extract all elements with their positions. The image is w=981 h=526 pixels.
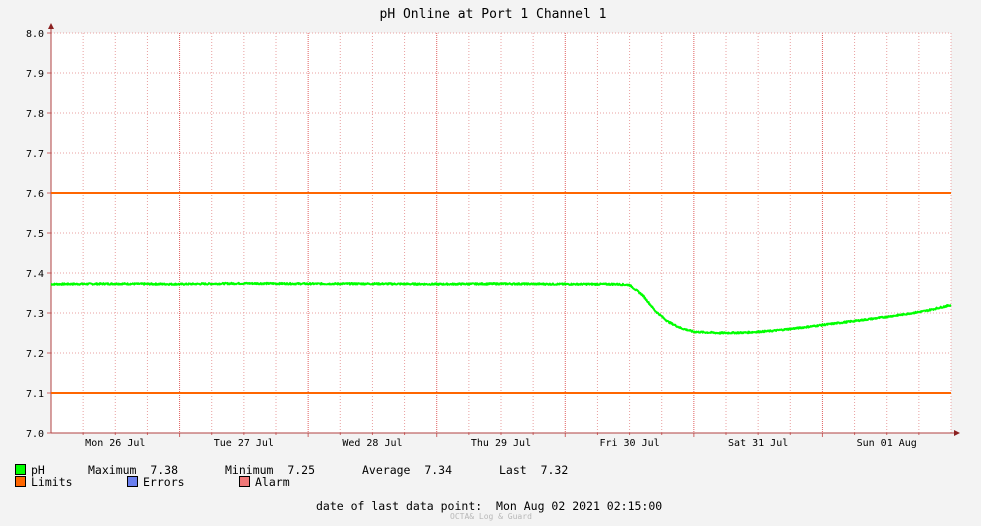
- y-tick-label: 7.3: [26, 309, 44, 320]
- stat-maximum: Maximum 7.38: [88, 463, 178, 477]
- x-tick-label: Wed 28 Jul: [342, 438, 402, 449]
- min-value: 7.25: [287, 463, 316, 477]
- ph-label: pH: [31, 463, 45, 477]
- x-tick-label: Mon 26 Jul: [85, 438, 145, 449]
- min-label: Minimum: [225, 463, 274, 477]
- x-tick-label: Fri 30 Jul: [599, 438, 659, 449]
- avg-label: Average: [362, 463, 411, 477]
- legend-row-limits: Limits: [15, 475, 73, 489]
- y-tick-label: 7.8: [26, 109, 44, 120]
- chart-title: pH Online at Port 1 Channel 1: [380, 7, 607, 22]
- y-tick-label: 7.9: [26, 69, 44, 80]
- y-tick-label: 7.4: [26, 269, 44, 280]
- last-point-label: date of last data point:: [316, 499, 483, 513]
- max-value: 7.38: [150, 463, 179, 477]
- ph-swatch: [15, 464, 26, 475]
- watermark: OCTA& Log & Guard: [450, 512, 532, 521]
- last-data-point: date of last data point: Mon Aug 02 2021…: [316, 499, 662, 513]
- y-tick-label: 7.2: [26, 349, 44, 360]
- avg-value: 7.34: [424, 463, 453, 477]
- legend-row-errors: Errors: [127, 475, 185, 489]
- y-axis-arrow: [48, 23, 54, 29]
- limits-swatch: [15, 476, 26, 487]
- last-value: 7.32: [540, 463, 569, 477]
- y-tick-label: 8.0: [26, 29, 44, 40]
- stat-minimum: Minimum 7.25: [225, 463, 315, 477]
- last-label: Last: [499, 463, 527, 477]
- x-tick-label: Sun 01 Aug: [857, 438, 917, 449]
- y-tick-label: 7.7: [26, 149, 44, 160]
- max-label: Maximum: [88, 463, 137, 477]
- stat-last: Last 7.32: [499, 463, 568, 477]
- y-tick-label: 7.0: [26, 429, 44, 440]
- limits-label: Limits: [31, 475, 73, 489]
- errors-swatch: [127, 476, 138, 487]
- y-tick-label: 7.1: [26, 389, 44, 400]
- last-point-value: Mon Aug 02 2021 02:15:00: [496, 499, 663, 513]
- stat-average: Average 7.34: [362, 463, 452, 477]
- x-axis-arrow: [954, 430, 960, 436]
- errors-label: Errors: [143, 475, 185, 489]
- series-line-ph: [50, 281, 952, 335]
- alarm-swatch: [239, 476, 250, 487]
- legend-row-alarm: Alarm: [239, 475, 290, 489]
- x-tick-label: Sat 31 Jul: [728, 438, 788, 449]
- x-tick-label: Thu 29 Jul: [471, 438, 531, 449]
- y-tick-label: 7.5: [26, 229, 44, 240]
- y-tick-label: 7.6: [26, 189, 44, 200]
- x-tick-label: Tue 27 Jul: [214, 438, 274, 449]
- legend-row-ph: pH: [15, 463, 45, 477]
- alarm-label: Alarm: [255, 475, 290, 489]
